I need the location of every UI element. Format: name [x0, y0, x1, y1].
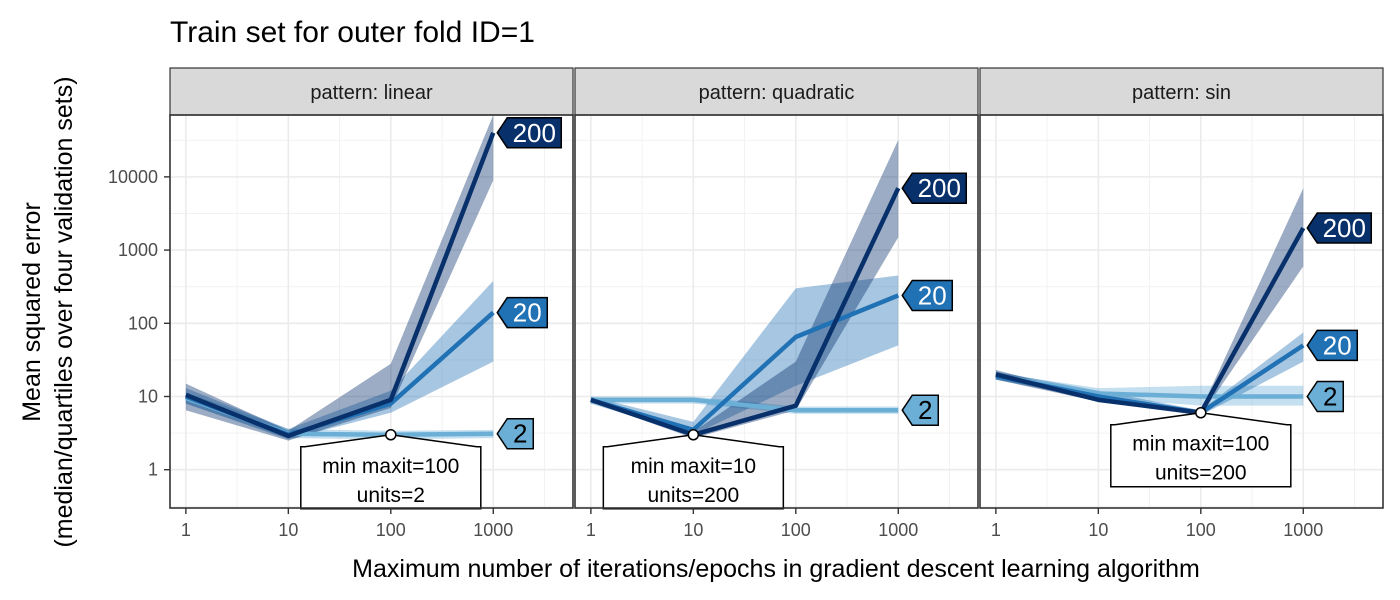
y-axis-title-line1: Mean squared error — [18, 202, 46, 422]
min-annotation-line2: units=200 — [1155, 462, 1247, 485]
x-tick-label: 1 — [181, 520, 191, 540]
end-label-units-20: 20 — [513, 298, 542, 328]
min-point-marker — [687, 429, 700, 441]
panel-border — [979, 114, 1384, 509]
facet-strip-label: pattern: linear — [310, 82, 433, 104]
x-tick-label: 1 — [991, 520, 1001, 540]
panel-border — [574, 114, 979, 509]
min-point-marker — [385, 429, 397, 441]
x-tick-label: 100 — [781, 520, 811, 540]
min-point-marker — [1195, 406, 1207, 419]
end-label-units-20: 20 — [1323, 330, 1352, 360]
x-tick-label: 1000 — [473, 520, 513, 540]
line-units-20 — [590, 293, 900, 433]
end-label-box-units-200 — [901, 172, 968, 204]
facet-strip — [574, 67, 979, 116]
y-tick-label: 1000 — [118, 240, 158, 260]
end-label-units-2: 2 — [1323, 382, 1337, 412]
end-label-box-units-20 — [496, 296, 549, 329]
line-units-2 — [590, 397, 899, 413]
x-tick-label: 1000 — [1283, 520, 1323, 540]
y-tick-label: 100 — [128, 313, 158, 333]
end-label-box-units-2 — [901, 394, 940, 426]
y-tick-label: 10000 — [108, 167, 158, 187]
min-annotation-line1: min maxit=10 — [631, 455, 756, 478]
x-tick-label: 10 — [1088, 520, 1108, 540]
ribbon-units-20 — [590, 275, 899, 435]
y-axis-title-line2: (median/quartiles over four validation s… — [50, 76, 78, 547]
min-annotation-line1: min maxit=100 — [1132, 433, 1269, 456]
facet-strip-label: pattern: quadratic — [699, 82, 855, 104]
panel-2: 2 20 200 min maxit=100 units=200 pattern: sin… — [979, 67, 1384, 540]
min-annotation-box — [1110, 411, 1292, 488]
y-tick-label: 1 — [148, 460, 158, 480]
end-label-units-200: 200 — [918, 173, 961, 203]
facet-strip — [979, 67, 1384, 116]
line-units-200 — [590, 187, 901, 438]
chart-title: Train set for outer fold ID=1 — [170, 16, 535, 49]
end-label-box-units-200 — [496, 117, 563, 149]
x-tick-label: 1000 — [878, 520, 918, 540]
facet-strip — [169, 67, 574, 116]
panel-0: 2 20 200 min maxit=100 units=2 pattern: linea… — [169, 67, 574, 540]
ribbon-units-200 — [590, 139, 899, 439]
x-axis-title: Maximum number of iterations/epochs in g… — [352, 555, 1200, 583]
panel-1: 2 20 200 min maxit=10 units=200 pattern: quad… — [574, 67, 979, 540]
facet-strip-label: pattern: sin — [1132, 82, 1231, 104]
end-label-units-200: 200 — [513, 118, 556, 148]
x-tick-label: 10 — [278, 520, 298, 540]
min-annotation-line1: min maxit=100 — [322, 455, 459, 478]
end-label-box-units-20 — [901, 279, 954, 312]
min-annotation-line2: units=2 — [357, 484, 425, 507]
x-tick-label: 1 — [586, 520, 596, 540]
y-tick-label: 10 — [138, 387, 158, 407]
ribbon-units-20 — [185, 280, 494, 440]
line-units-200 — [995, 226, 1306, 415]
ribbon-units-200 — [995, 188, 1304, 416]
end-label-units-200: 200 — [1323, 213, 1366, 243]
end-label-units-20: 20 — [918, 280, 947, 310]
end-label-box-units-2 — [1306, 380, 1345, 413]
chart-panels: 2 20 200 min maxit=100 units=2 pattern: linea… — [108, 67, 1384, 540]
x-tick-label: 10 — [683, 520, 703, 540]
end-label-box-units-20 — [1306, 329, 1359, 362]
line-units-200 — [185, 131, 496, 439]
end-label-box-units-200 — [1306, 212, 1373, 244]
panel-border — [169, 114, 574, 509]
end-label-units-2: 2 — [513, 419, 527, 449]
x-tick-label: 100 — [376, 520, 406, 540]
min-annotation-line2: units=200 — [648, 484, 740, 507]
end-label-units-2: 2 — [918, 395, 932, 425]
end-label-box-units-2 — [496, 417, 535, 450]
x-tick-label: 100 — [1186, 520, 1216, 540]
